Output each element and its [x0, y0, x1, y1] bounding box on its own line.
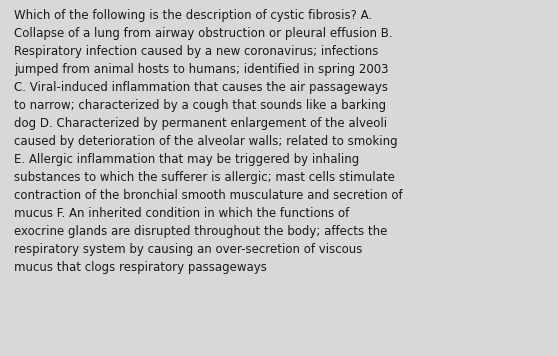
Text: Which of the following is the description of cystic fibrosis? A.
Collapse of a l: Which of the following is the descriptio…: [14, 9, 402, 274]
